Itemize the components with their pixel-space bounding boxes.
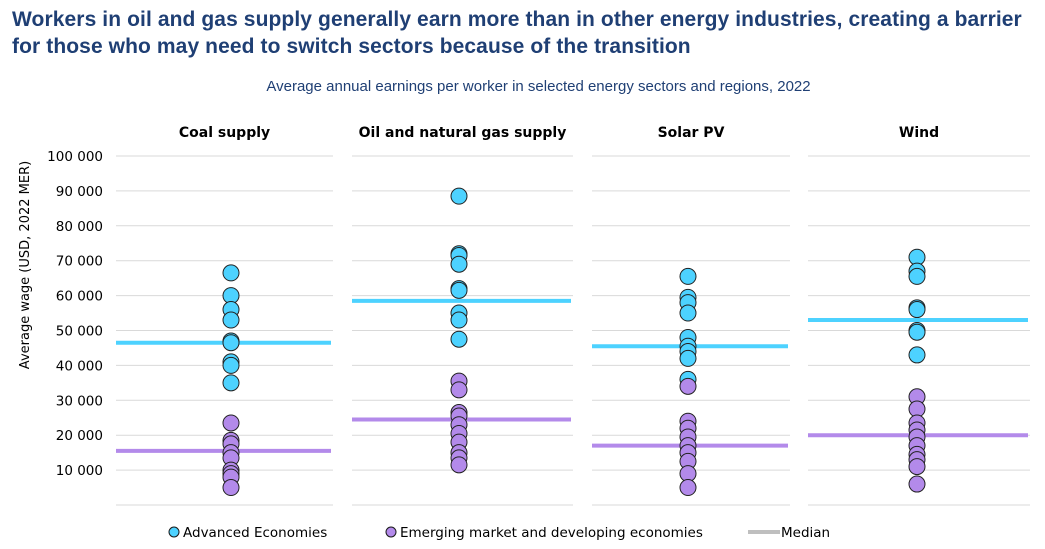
- y-tick-label: 80 000: [56, 219, 103, 235]
- data-point-emerging: [908, 475, 926, 493]
- data-point-advanced: [908, 323, 926, 341]
- panels: Coal supply Oil and natural gas supply Sol…: [116, 125, 1030, 506]
- data-point-advanced: [679, 304, 697, 322]
- data-point-advanced: [679, 267, 697, 285]
- legend-marker-advanced: [168, 526, 180, 538]
- panel-solar-pv: Solar PV: [592, 125, 790, 506]
- data-point-emerging: [450, 381, 468, 399]
- data-point-advanced: [908, 301, 926, 319]
- y-tick-label: 70 000: [56, 254, 103, 270]
- data-point-emerging: [450, 456, 468, 474]
- panel-wind: Wind: [808, 125, 1030, 506]
- legend-item-median: Median: [748, 525, 830, 541]
- y-tick-label: 20 000: [56, 428, 103, 444]
- data-point-advanced: [450, 281, 468, 299]
- legend-label-median: Median: [781, 525, 830, 541]
- y-axis-label: Average wage (USD, 2022 MER): [18, 161, 33, 369]
- data-point-emerging: [908, 458, 926, 476]
- data-point-advanced: [222, 356, 240, 374]
- data-point-advanced: [908, 267, 926, 285]
- chart-subtitle: Average annual earnings per worker in se…: [266, 78, 811, 95]
- data-point-advanced: [450, 311, 468, 329]
- panel-title: Oil and natural gas supply: [359, 125, 567, 141]
- y-axis: 10 000 20 000 30 000 40 000 50 000 60 000 70 0…: [47, 149, 103, 479]
- data-point-advanced: [222, 334, 240, 352]
- legend-label-emerging: Emerging market and developing economies: [400, 525, 703, 541]
- legend-marker-emerging: [385, 526, 397, 538]
- data-point-advanced: [222, 311, 240, 329]
- data-point-advanced: [450, 187, 468, 205]
- legend: Advanced Economies Emerging market and d…: [168, 525, 830, 541]
- y-tick-label: 40 000: [56, 358, 103, 374]
- data-point-emerging: [679, 377, 697, 395]
- y-tick-label: 10 000: [56, 463, 103, 479]
- legend-item-emerging: Emerging market and developing economies: [385, 525, 703, 541]
- panel-title: Solar PV: [658, 125, 725, 141]
- y-tick-label: 50 000: [56, 324, 103, 340]
- legend-item-advanced: Advanced Economies: [168, 525, 327, 541]
- data-point-emerging: [679, 479, 697, 497]
- y-tick-label: 30 000: [56, 393, 103, 409]
- data-point-emerging: [222, 414, 240, 432]
- y-tick-label: 60 000: [56, 289, 103, 305]
- panel-title: Wind: [899, 125, 939, 141]
- data-point-advanced: [450, 330, 468, 348]
- data-point-advanced: [908, 346, 926, 364]
- panel-oil-and-natural-gas-supply: Oil and natural gas supply: [352, 125, 573, 506]
- data-point-advanced: [222, 374, 240, 392]
- data-point-advanced: [679, 349, 697, 367]
- data-point-advanced: [222, 264, 240, 282]
- panel-title: Coal supply: [179, 125, 270, 141]
- panel-coal-supply: Coal supply: [116, 125, 333, 506]
- chart-title: Workers in oil and gas supply generally …: [12, 8, 1022, 58]
- y-tick-label: 90 000: [56, 184, 103, 200]
- y-tick-label: 100 000: [47, 149, 103, 165]
- legend-label-advanced: Advanced Economies: [183, 525, 327, 541]
- data-point-advanced: [450, 255, 468, 273]
- data-point-emerging: [222, 479, 240, 497]
